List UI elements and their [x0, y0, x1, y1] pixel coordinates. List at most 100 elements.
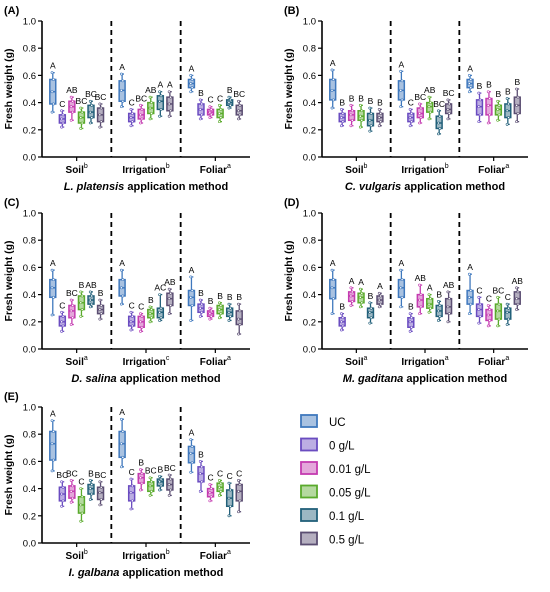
data-point [139, 476, 142, 480]
data-point [478, 302, 482, 306]
significance-letter: C [227, 471, 233, 481]
data-point [368, 129, 372, 133]
data-point [496, 99, 500, 103]
box-iqr [49, 430, 57, 461]
data-point [219, 108, 223, 111]
data-point [50, 469, 54, 473]
data-point [159, 108, 163, 111]
y-tick-label: 0.6 [23, 263, 36, 274]
data-point [209, 309, 213, 313]
box-0-g-l: C [127, 97, 136, 128]
data-point [79, 106, 83, 110]
significance-letter: C [59, 300, 65, 310]
data-point [50, 419, 54, 423]
organism-name: L. platensis [64, 181, 125, 193]
data-point [150, 489, 153, 493]
data-point [349, 304, 353, 307]
organism-name: C. vulgaris [345, 181, 401, 193]
box-0-1-g-l: BC [433, 99, 445, 136]
significance-letter: B [368, 96, 374, 106]
data-point [488, 319, 492, 322]
data-point [341, 120, 345, 124]
panel-label: (D) [284, 197, 300, 209]
data-point [219, 312, 223, 316]
data-point [410, 112, 413, 115]
data-point [446, 108, 450, 111]
data-point [341, 324, 345, 328]
y-tick-label: 0.4 [303, 98, 316, 109]
group-superscript: a [227, 163, 231, 170]
data-point [399, 88, 403, 92]
significance-letter: BC [443, 88, 455, 98]
significance-letter: A [427, 283, 433, 293]
data-point [419, 106, 423, 110]
data-point [358, 305, 362, 309]
data-point [50, 71, 54, 75]
data-point [88, 479, 92, 482]
data-point [477, 91, 481, 95]
data-point [129, 108, 133, 111]
data-point [218, 493, 221, 497]
data-point [61, 314, 65, 318]
box-0-01-g-l: BC [66, 288, 78, 326]
box-0-05-g-l: C [216, 93, 224, 124]
x-axis-title: M. gaditana application method [343, 373, 507, 385]
y-tick-label: 0.0 [303, 345, 316, 356]
data-point [189, 74, 193, 77]
data-point [208, 483, 212, 486]
data-point [429, 297, 432, 301]
data-point [79, 314, 83, 318]
data-point [238, 309, 242, 313]
box-0-g-l: B [197, 88, 205, 121]
group-name: Soil [345, 165, 364, 176]
data-point [158, 293, 162, 297]
data-point [52, 78, 55, 81]
data-point [52, 430, 55, 433]
y-tick-label: 1.0 [23, 403, 36, 414]
box-0-1-g-l: B [156, 464, 165, 492]
data-point [218, 120, 221, 124]
box-0-g-l: C [127, 300, 136, 332]
group-superscript: c [166, 355, 170, 362]
box-0-g-l: B [197, 449, 205, 493]
data-point [190, 289, 194, 292]
box-uc: A [397, 258, 406, 309]
data-point [377, 305, 381, 309]
data-point [377, 116, 381, 119]
data-point [330, 88, 334, 92]
data-point [120, 286, 123, 290]
data-point [515, 286, 518, 290]
data-point [227, 302, 231, 306]
data-point [139, 468, 142, 471]
data-point [190, 78, 194, 81]
box-iqr [156, 95, 165, 111]
box-0-05-g-l: A [426, 283, 434, 314]
data-point [90, 294, 94, 298]
box-0-5-g-l: BC [233, 89, 245, 121]
y-tick-label: 0.2 [23, 125, 36, 136]
data-point [408, 124, 412, 128]
box-0-1-g-l: B [504, 87, 512, 126]
significance-letter: A [399, 258, 405, 268]
y-tick-label: 0.4 [23, 98, 36, 109]
data-point [148, 476, 152, 480]
box-0-1-g-l: C [504, 292, 512, 326]
data-point [200, 102, 204, 106]
box-uc: A [187, 63, 196, 94]
significance-letter: A [167, 80, 173, 90]
data-point [61, 499, 65, 503]
organism-name: I. galbana [69, 567, 120, 579]
data-point [198, 314, 202, 318]
data-point [189, 82, 193, 85]
box-0-1-g-l: AC [154, 283, 166, 322]
data-point [218, 112, 221, 115]
data-point [488, 97, 492, 100]
legend-label: 0.01 g/L [329, 464, 371, 476]
data-point [189, 295, 193, 299]
box-0-01-g-l: B [206, 296, 215, 321]
y-axis-label: Fresh weight (g) [3, 48, 15, 129]
data-point [159, 484, 163, 488]
data-point [71, 496, 74, 500]
data-point [447, 112, 451, 115]
data-point [69, 298, 73, 302]
